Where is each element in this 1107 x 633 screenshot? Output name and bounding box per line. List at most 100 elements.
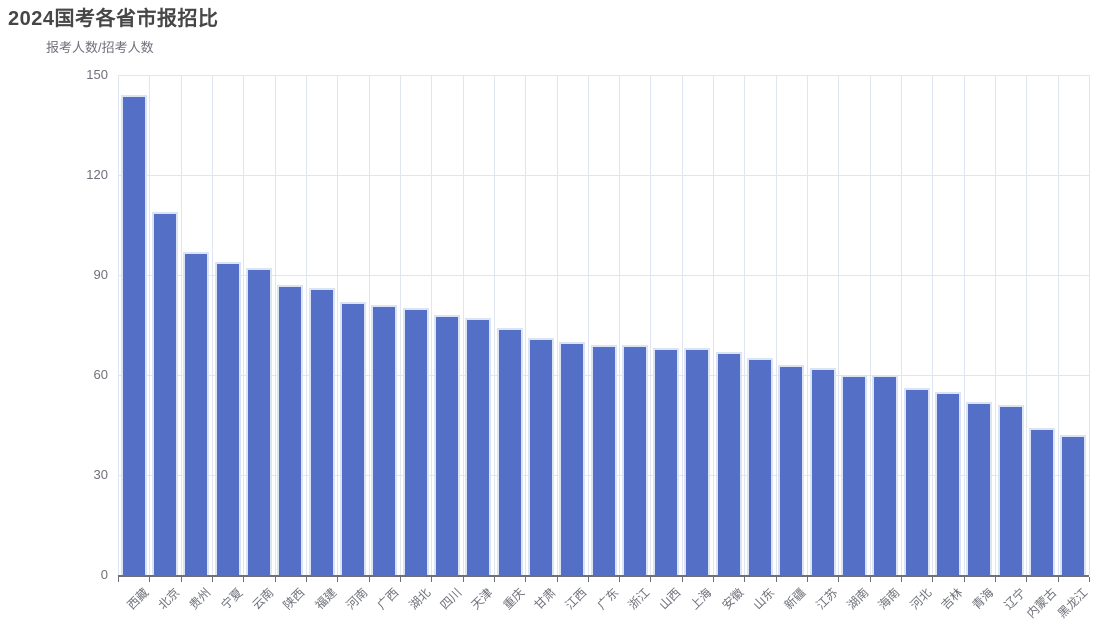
- bar-安徽[interactable]: [716, 352, 742, 575]
- x-tick-label-广西: 广西: [374, 585, 402, 613]
- x-tick-label-吉林: 吉林: [938, 585, 966, 613]
- x-axis-tick: [713, 577, 714, 582]
- x-axis-line: [118, 575, 1089, 577]
- bar-西藏[interactable]: [121, 95, 147, 575]
- bar-江苏[interactable]: [810, 368, 836, 575]
- x-axis-tick: [776, 577, 777, 582]
- bar-青海[interactable]: [966, 402, 992, 575]
- bar-山西[interactable]: [653, 348, 679, 575]
- x-axis-tick: [149, 577, 150, 582]
- v-gridline: [870, 75, 871, 575]
- x-axis-tick: [369, 577, 370, 582]
- bar-湖南[interactable]: [841, 375, 867, 575]
- bar-内蒙古[interactable]: [1029, 428, 1055, 575]
- bar-辽宁[interactable]: [998, 405, 1024, 575]
- x-axis-tick: [588, 577, 589, 582]
- x-tick-label-宁夏: 宁夏: [218, 585, 246, 613]
- x-axis-tick: [1058, 577, 1059, 582]
- x-tick-label-山东: 山东: [750, 585, 778, 613]
- v-gridline: [275, 75, 276, 575]
- x-tick-label-四川: 四川: [437, 585, 465, 613]
- y-tick-label-120: 120: [86, 167, 108, 182]
- x-axis-tick: [682, 577, 683, 582]
- v-gridline: [525, 75, 526, 575]
- bar-江西[interactable]: [559, 342, 585, 575]
- h-gridline-150: [118, 75, 1089, 76]
- bar-北京[interactable]: [152, 212, 178, 575]
- x-tick-label-浙江: 浙江: [625, 585, 653, 613]
- x-tick-label-西藏: 西藏: [124, 585, 152, 613]
- bar-湖北[interactable]: [403, 308, 429, 575]
- x-tick-label-北京: 北京: [155, 585, 183, 613]
- x-tick-label-河南: 河南: [343, 585, 371, 613]
- x-tick-label-河北: 河北: [907, 585, 935, 613]
- v-gridline: [337, 75, 338, 575]
- x-axis-tick: [838, 577, 839, 582]
- y-tick-label-90: 90: [93, 267, 108, 282]
- bar-广东[interactable]: [591, 345, 617, 575]
- x-axis-tick: [1089, 577, 1090, 582]
- v-gridline: [650, 75, 651, 575]
- bar-天津[interactable]: [465, 318, 491, 575]
- x-tick-label-贵州: 贵州: [186, 585, 214, 613]
- v-gridline: [619, 75, 620, 575]
- v-gridline: [369, 75, 370, 575]
- bar-甘肃[interactable]: [528, 338, 554, 575]
- x-tick-label-青海: 青海: [969, 585, 997, 613]
- bar-宁夏[interactable]: [215, 262, 241, 575]
- v-gridline: [212, 75, 213, 575]
- bar-河北[interactable]: [904, 388, 930, 575]
- x-axis-tick: [557, 577, 558, 582]
- y-tick-label-60: 60: [93, 367, 108, 382]
- x-tick-label-云南: 云南: [249, 585, 277, 613]
- v-gridline: [776, 75, 777, 575]
- v-gridline: [1089, 75, 1090, 575]
- x-axis-tick: [901, 577, 902, 582]
- bar-吉林[interactable]: [935, 392, 961, 575]
- v-gridline: [588, 75, 589, 575]
- x-tick-label-内蒙古: 内蒙古: [1023, 585, 1060, 621]
- bar-重庆[interactable]: [497, 328, 523, 575]
- x-axis-tick: [463, 577, 464, 582]
- x-axis-tick: [525, 577, 526, 582]
- bar-陕西[interactable]: [277, 285, 303, 575]
- chart-title: 2024国考各省市报招比: [8, 8, 219, 30]
- bar-上海[interactable]: [684, 348, 710, 575]
- bar-贵州[interactable]: [183, 252, 209, 575]
- x-axis-tick: [650, 577, 651, 582]
- bar-新疆[interactable]: [778, 365, 804, 575]
- bar-四川[interactable]: [434, 315, 460, 575]
- x-tick-label-重庆: 重庆: [500, 585, 528, 613]
- bar-山东[interactable]: [747, 358, 773, 575]
- x-axis-tick: [275, 577, 276, 582]
- v-gridline: [181, 75, 182, 575]
- v-gridline: [807, 75, 808, 575]
- x-axis-tick: [744, 577, 745, 582]
- v-gridline: [243, 75, 244, 575]
- v-gridline: [1058, 75, 1059, 575]
- x-axis-tick: [431, 577, 432, 582]
- y-tick-label-0: 0: [100, 567, 108, 582]
- y-tick-label-150: 150: [86, 67, 108, 82]
- y-tick-label-30: 30: [93, 467, 108, 482]
- v-gridline: [964, 75, 965, 575]
- bar-浙江[interactable]: [622, 345, 648, 575]
- bar-福建[interactable]: [309, 288, 335, 575]
- y-axis-name: 报考人数/招考人数: [46, 40, 154, 55]
- bar-河南[interactable]: [340, 302, 366, 575]
- x-axis-tick: [995, 577, 996, 582]
- bar-广西[interactable]: [371, 305, 397, 575]
- x-axis-tick: [181, 577, 182, 582]
- x-tick-label-湖北: 湖北: [406, 585, 434, 613]
- bar-黑龙江[interactable]: [1060, 435, 1086, 575]
- v-gridline: [431, 75, 432, 575]
- v-gridline: [557, 75, 558, 575]
- x-axis-tick: [870, 577, 871, 582]
- x-tick-label-安徽: 安徽: [719, 585, 747, 613]
- x-axis-tick: [932, 577, 933, 582]
- x-axis-tick: [337, 577, 338, 582]
- x-axis-tick: [118, 577, 119, 582]
- bar-云南[interactable]: [246, 268, 272, 575]
- bar-海南[interactable]: [872, 375, 898, 575]
